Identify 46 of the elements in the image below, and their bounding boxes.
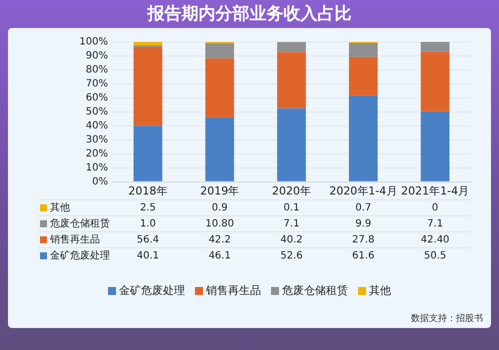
data-label: 7.1 bbox=[427, 218, 444, 230]
text: 销售再生品 bbox=[206, 284, 261, 297]
data-label: 7.1 bbox=[284, 218, 300, 230]
data-label: 0.7 bbox=[355, 202, 372, 214]
data-label: 40.1 bbox=[136, 250, 160, 262]
data-label: 27.8 bbox=[352, 234, 374, 246]
legend-label: 其他 bbox=[50, 201, 70, 214]
legend-label: 销售再生品 bbox=[49, 233, 100, 246]
y-tick-label: 100% bbox=[79, 36, 108, 48]
y-tick-label: 90% bbox=[86, 50, 108, 62]
x-tick-label: 2020年 bbox=[272, 184, 311, 198]
y-tick-label: 70% bbox=[86, 78, 108, 90]
y-tick-label: 30% bbox=[86, 134, 108, 146]
data-label: 42.2 bbox=[208, 234, 231, 246]
legend-label: 金矿危废处理 bbox=[50, 249, 110, 262]
x-tick-label: 2019年 bbox=[200, 184, 240, 198]
y-tick-label: 10% bbox=[86, 162, 108, 174]
data-label: 42.40 bbox=[420, 234, 450, 246]
legend-label: 危废仓储租赁 bbox=[50, 217, 110, 230]
text: 数据支持：招股书 bbox=[411, 312, 483, 325]
data-label: 0.1 bbox=[284, 202, 300, 214]
data-label: 10.80 bbox=[205, 218, 234, 230]
y-tick-label: 40% bbox=[86, 120, 108, 132]
data-label: 61.6 bbox=[352, 250, 374, 262]
data-label: 46.1 bbox=[208, 250, 231, 262]
text: 其他 bbox=[369, 284, 391, 297]
chart-title: 报告期内分部业务收入占比 bbox=[146, 3, 352, 26]
x-tick-label: 2021年1-4月 bbox=[401, 184, 470, 198]
data-label: 52.6 bbox=[280, 250, 303, 262]
data-label: 56.4 bbox=[136, 234, 160, 246]
x-tick-label: 2020年1-4月 bbox=[329, 184, 398, 198]
x-tick-label: 2018年 bbox=[128, 184, 168, 198]
text: 金矿危废处理 bbox=[119, 284, 185, 297]
data-label: 2.5 bbox=[140, 202, 156, 214]
data-label: 0 bbox=[432, 202, 438, 214]
y-tick-label: 80% bbox=[86, 64, 108, 76]
text: 危废仓储租赁 bbox=[282, 284, 348, 297]
data-label: 40.2 bbox=[280, 234, 303, 246]
data-label: 9.9 bbox=[355, 218, 372, 230]
data-label: 0.9 bbox=[212, 202, 228, 214]
data-label: 50.5 bbox=[424, 250, 446, 262]
y-tick-label: 50% bbox=[86, 106, 108, 118]
y-tick-label: 60% bbox=[86, 92, 108, 104]
data-label: 1.0 bbox=[140, 218, 156, 230]
y-tick-label: 0% bbox=[92, 176, 108, 188]
y-tick-label: 20% bbox=[86, 148, 108, 160]
